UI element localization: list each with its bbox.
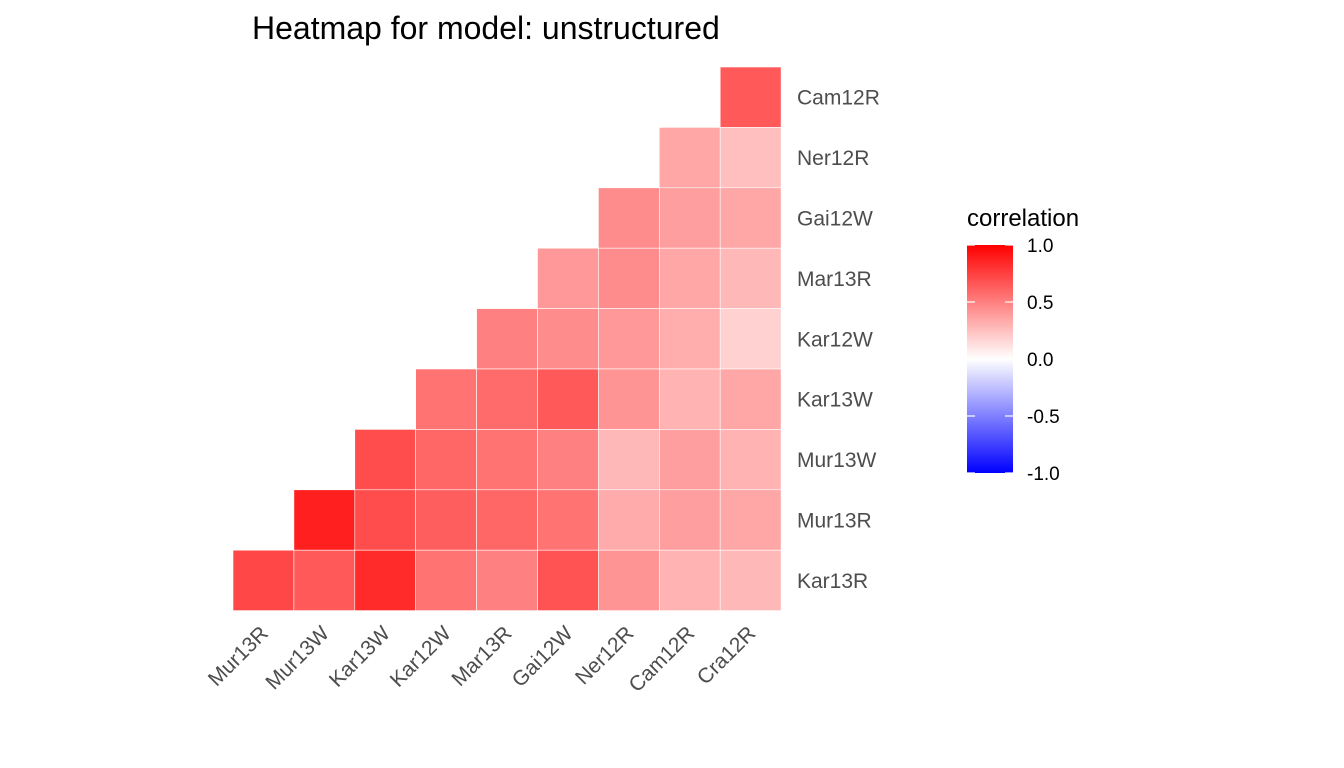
x-tick-label: Cra12R [693, 622, 760, 689]
heatmap-cells [232, 66, 782, 611]
heatmap-cell-kar12w-cra12r [719, 308, 782, 370]
heatmap-cell-mur13r-gai12w [537, 489, 599, 551]
heatmap-cell-cam12r-cra12r [719, 66, 782, 128]
y-tick-label: Gai12W [797, 208, 873, 231]
heatmap-cell-ner12r-cam12r [658, 127, 721, 189]
legend-tick-label: -1.0 [1027, 464, 1060, 485]
y-tick-label: Kar13W [797, 389, 873, 412]
heatmap-cell-kar13w-mar13r [476, 368, 538, 430]
heatmap-cell-mar13r-gai12w [537, 247, 599, 309]
x-tick-label: Gai12W [508, 622, 578, 692]
heatmap-cell-mur13r-kar13w [354, 489, 416, 551]
x-tick-label: Kar12W [386, 622, 456, 692]
y-tick-label: Mur13W [797, 449, 877, 472]
heatmap-cell-kar13r-mar13r [476, 549, 538, 611]
y-tick-label: Mur13R [797, 510, 872, 533]
heatmap-cell-mur13r-mur13w [293, 489, 356, 551]
heatmap-cell-mur13w-cam12r [658, 429, 721, 491]
heatmap-cell-mar13r-ner12r [598, 247, 660, 309]
heatmap-cell-mur13w-cra12r [719, 429, 782, 491]
heatmap-cell-mur13w-gai12w [537, 429, 599, 491]
heatmap-cell-kar13w-kar12w [415, 368, 477, 430]
heatmap-cell-mur13r-cam12r [658, 489, 721, 551]
heatmap-cell-mur13w-kar12w [415, 429, 477, 491]
heatmap-cell-ner12r-cra12r [719, 127, 782, 189]
heatmap-cell-mur13w-kar13w [354, 429, 416, 491]
heatmap-cell-mur13r-ner12r [598, 489, 660, 551]
heatmap-cell-kar13r-ner12r [598, 549, 660, 611]
heatmap-cell-gai12w-cam12r [658, 187, 721, 249]
heatmap-cell-kar13r-mur13r [232, 549, 295, 611]
heatmap-cell-kar13r-mur13w [293, 549, 356, 611]
x-tick-label: Mar13R [447, 622, 516, 691]
heatmap-cell-kar13r-gai12w [537, 549, 599, 611]
heatmap-cell-kar13w-cra12r [719, 368, 782, 430]
y-tick-label: Cam12R [797, 87, 880, 110]
legend-tick-label: 0.5 [1027, 293, 1053, 314]
heatmap-cell-kar13w-ner12r [598, 368, 660, 430]
x-tick-label: Mur13R [204, 622, 273, 691]
y-axis-tick-labels: Cam12R Ner12R Gai12W Mar13R Kar12W Kar13W Mur1… [797, 87, 880, 593]
y-tick-label: Mar13R [797, 268, 872, 291]
y-tick-label: Ner12R [797, 147, 869, 170]
heatmap-cell-mur13r-cra12r [719, 489, 782, 551]
heatmap-cell-mur13w-mar13r [476, 429, 538, 491]
heatmap-cell-mur13w-ner12r [598, 429, 660, 491]
x-tick-label: Kar13W [325, 622, 395, 692]
y-tick-label: Kar13R [797, 570, 868, 593]
heatmap-cell-mur13r-kar12w [415, 489, 477, 551]
legend-tick-label: 1.0 [1027, 236, 1053, 257]
heatmap-cell-kar13r-kar13w [354, 549, 416, 611]
heatmap-cell-kar13r-cam12r [658, 549, 721, 611]
y-tick-label: Kar12W [797, 328, 873, 351]
heatmap-cell-kar12w-ner12r [598, 308, 660, 370]
color-legend: correlation 1.0 0.5 0.0 -0.5 -1.0 [967, 205, 1079, 485]
chart-title: Heatmap for model: unstructured [252, 10, 720, 46]
legend-title: correlation [967, 205, 1079, 232]
heatmap-cell-kar13w-gai12w [537, 368, 599, 430]
heatmap-cell-kar12w-gai12w [537, 308, 599, 370]
heatmap-cell-kar13r-cra12r [719, 549, 782, 611]
heatmap-cell-kar12w-cam12r [658, 308, 721, 370]
x-tick-label: Mur13W [261, 622, 333, 694]
heatmap-cell-gai12w-ner12r [598, 187, 660, 249]
legend-tick-label: -0.5 [1027, 407, 1060, 428]
legend-ticks: 1.0 0.5 0.0 -0.5 -1.0 [967, 236, 1060, 485]
heatmap-cell-kar12w-mar13r [476, 308, 538, 370]
x-axis-tick-labels: Mur13RMur13WKar13WKar12WMar13RGai12WNer1… [204, 622, 760, 697]
heatmap-cell-mur13r-mar13r [476, 489, 538, 551]
heatmap-cell-mar13r-cam12r [658, 247, 721, 309]
heatmap-cell-kar13w-cam12r [658, 368, 721, 430]
heatmap-cell-gai12w-cra12r [719, 187, 782, 249]
x-tick-label: Cam12R [624, 622, 699, 697]
heatmap-cell-kar13r-kar12w [415, 549, 477, 611]
heatmap-cell-mar13r-cra12r [719, 247, 782, 309]
legend-tick-label: 0.0 [1027, 350, 1053, 371]
